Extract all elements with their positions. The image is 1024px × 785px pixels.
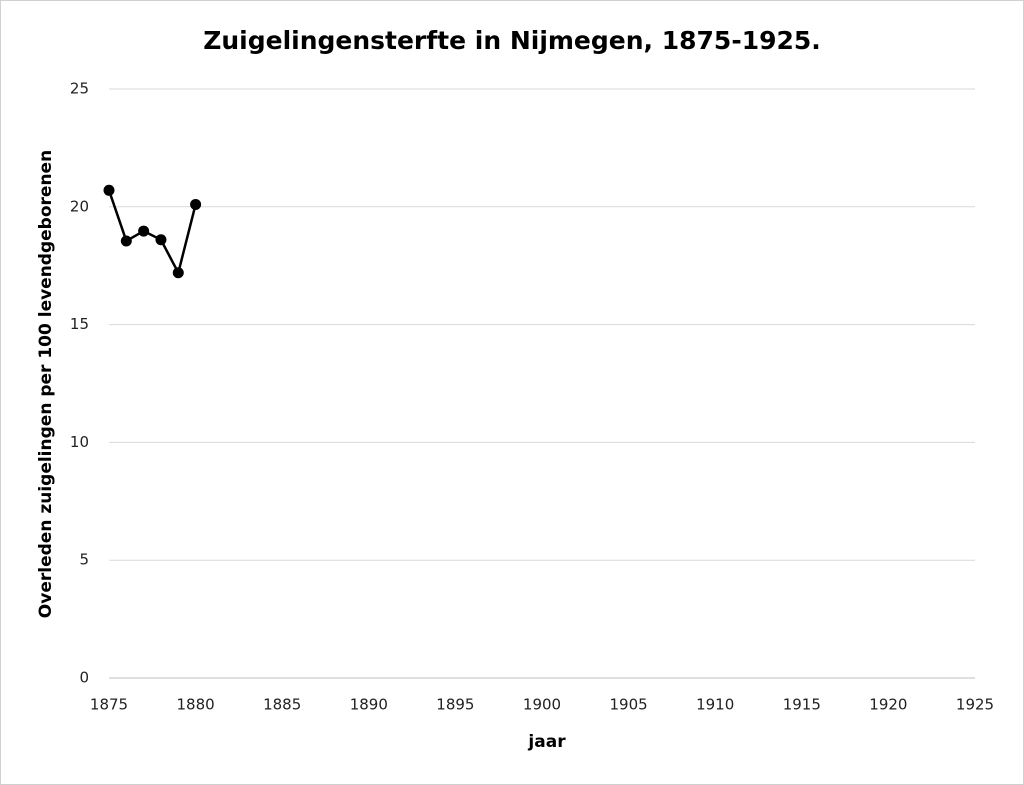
x-tick-label: 1910 [696,696,734,714]
x-axis-title: jaar [527,732,566,752]
x-tick-label: 1900 [523,696,561,714]
data-line [107,189,197,277]
y-tick-label: 20 [70,197,89,215]
data-point [190,198,202,210]
x-tick-label: 1885 [263,696,301,714]
chart-title: Zuigelingensterfte in Nijmegen, 1875-192… [203,26,821,55]
x-tick-label: 1895 [436,696,474,714]
data-point [155,234,167,246]
data-point [138,225,150,237]
y-tick-label: 5 [79,551,89,569]
y-tick-label: 25 [70,80,89,98]
x-tick-label: 1920 [869,696,907,714]
y-tick-label: 15 [70,315,89,333]
x-tick-label: 1905 [610,696,648,714]
x-tick-label: 1880 [177,696,215,714]
y-axis-title: Overleden zuigelingen per 100 levendgebo… [36,150,56,618]
x-tick-label: 1890 [350,696,388,714]
x-tick-label: 1915 [783,696,821,714]
data-point [172,267,184,279]
y-tick-label: 0 [79,669,89,687]
x-tick-label: 1925 [956,696,994,714]
data-point [120,235,132,247]
x-tick-label: 1875 [90,696,128,714]
y-tick-label: 10 [70,433,89,451]
data-point [103,184,115,196]
